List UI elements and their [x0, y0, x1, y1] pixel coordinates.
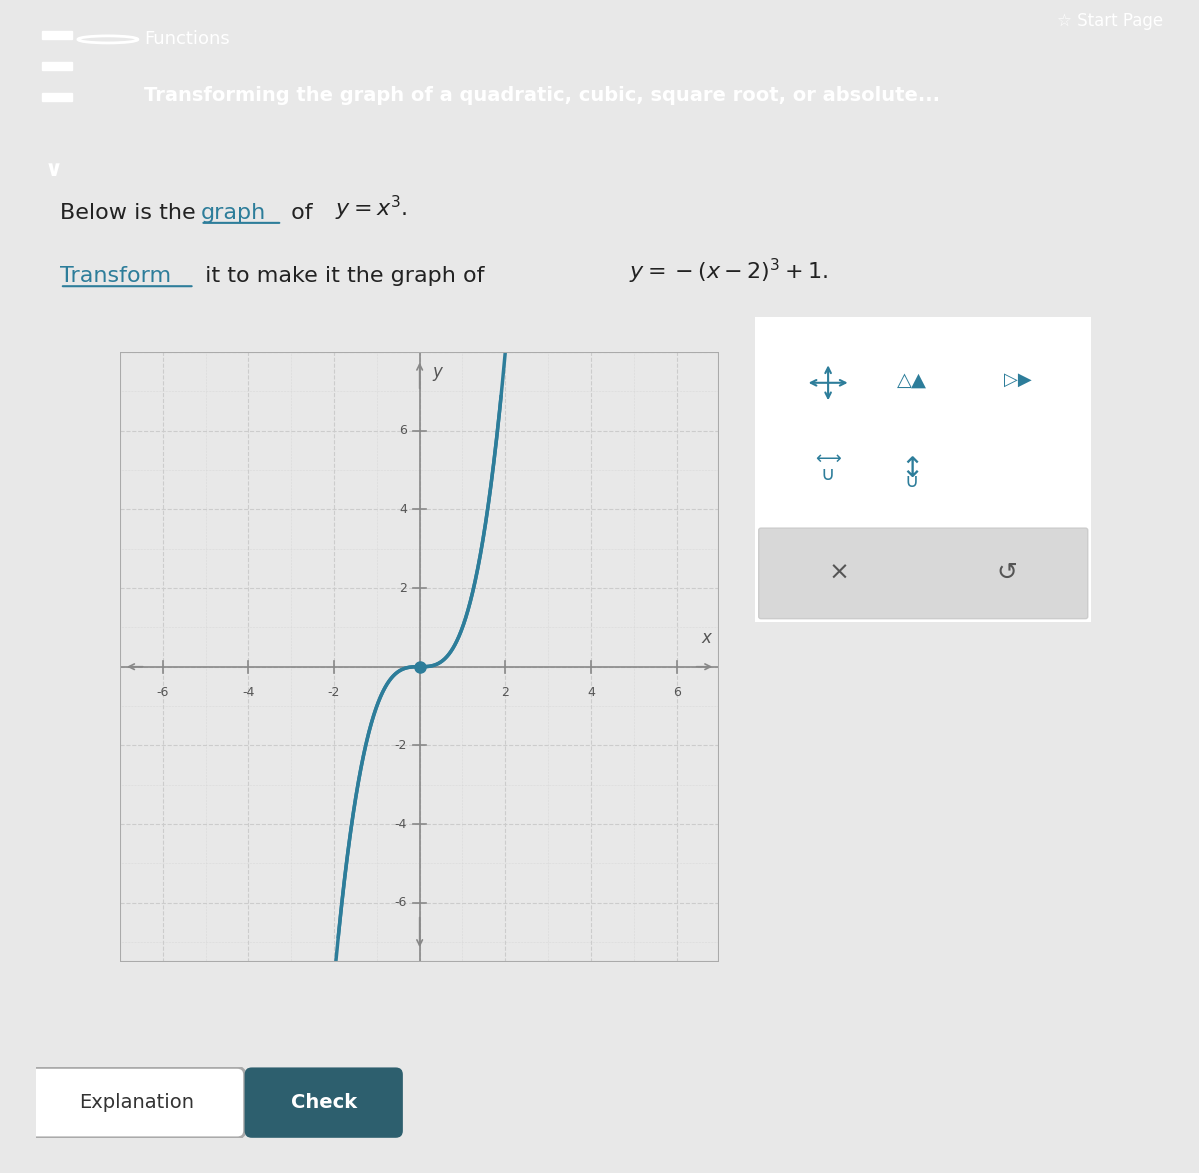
Text: Explanation: Explanation [79, 1093, 194, 1112]
Text: 2: 2 [399, 582, 406, 595]
Text: Functions: Functions [144, 30, 230, 48]
Text: Check: Check [290, 1093, 357, 1112]
Text: ↕: ↕ [900, 455, 923, 483]
Text: -6: -6 [394, 896, 406, 909]
Text: 6: 6 [399, 425, 406, 438]
Text: ×: × [829, 561, 850, 585]
Text: $y=-(x-2)^3+1.$: $y=-(x-2)^3+1.$ [628, 257, 827, 286]
Text: Below is the: Below is the [60, 203, 203, 223]
Bar [120, 352, 719, 962]
Text: -4: -4 [242, 686, 254, 699]
Text: ☆ Start Page: ☆ Start Page [1056, 12, 1163, 30]
Text: $y=x^3$.: $y=x^3$. [336, 194, 408, 223]
Text: ▷▶: ▷▶ [1005, 371, 1032, 388]
Text: -2: -2 [327, 686, 341, 699]
Text: 2: 2 [501, 686, 510, 699]
Text: 6: 6 [673, 686, 681, 699]
Text: △▲: △▲ [897, 371, 927, 389]
Text: x: x [701, 629, 711, 647]
Bar [42, 93, 72, 101]
Text: -2: -2 [394, 739, 406, 752]
Text: of: of [284, 203, 320, 223]
Text: Transform: Transform [60, 266, 171, 286]
Bar [42, 62, 72, 70]
Text: ↺: ↺ [996, 561, 1018, 585]
Text: Transforming the graph of a quadratic, cubic, square root, or absolute...: Transforming the graph of a quadratic, c… [144, 87, 940, 106]
Text: it to make it the graph of: it to make it the graph of [198, 266, 492, 286]
FancyBboxPatch shape [29, 1067, 245, 1138]
Text: ⟷: ⟷ [815, 450, 840, 468]
Text: ∪: ∪ [905, 472, 920, 490]
Text: y: y [433, 362, 442, 380]
FancyBboxPatch shape [752, 313, 1095, 625]
Text: 4: 4 [399, 503, 406, 516]
Text: -4: -4 [394, 818, 406, 830]
Text: 4: 4 [588, 686, 595, 699]
Text: ∨: ∨ [44, 160, 64, 181]
Text: ∪: ∪ [821, 465, 836, 483]
FancyBboxPatch shape [245, 1067, 403, 1138]
Bar [42, 30, 72, 40]
Text: -6: -6 [157, 686, 169, 699]
FancyBboxPatch shape [759, 528, 1087, 618]
Text: graph: graph [200, 203, 266, 223]
